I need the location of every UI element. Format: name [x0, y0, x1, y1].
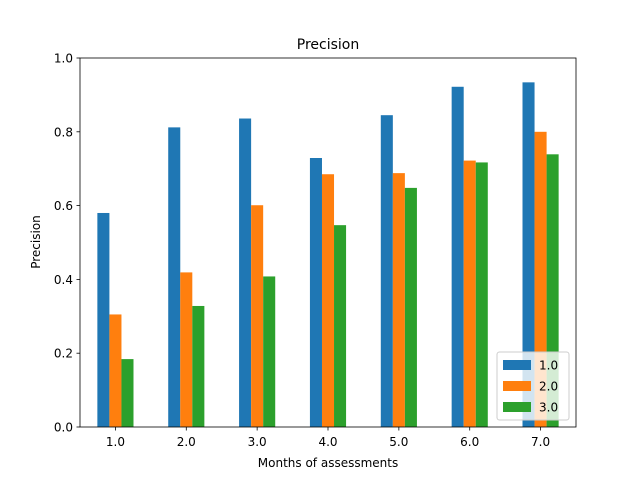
legend-swatch	[503, 381, 531, 391]
bar	[263, 276, 276, 427]
y-tick-label: 0.8	[54, 125, 73, 139]
bar	[392, 173, 405, 427]
bar	[334, 225, 347, 427]
bar	[321, 174, 335, 427]
bar	[180, 272, 193, 427]
bar	[451, 86, 464, 427]
legend: 1.0 2.0 3.0	[496, 351, 570, 421]
x-tick-label: 6.0	[460, 435, 479, 449]
bar	[192, 305, 205, 427]
bar	[168, 127, 181, 428]
y-axis-label: Precision	[29, 215, 43, 269]
y-tick-label: 0.6	[54, 199, 73, 213]
bar	[121, 359, 134, 427]
legend-label: 1.0	[539, 359, 558, 373]
y-tick-label: 0.0	[54, 421, 73, 435]
x-tick-label: 2.0	[177, 435, 196, 449]
x-tick-label: 7.0	[531, 435, 550, 449]
legend-swatch	[503, 402, 531, 412]
y-tick-label: 1.0	[54, 52, 73, 66]
bar	[380, 115, 393, 427]
x-tick-label: 4.0	[318, 435, 337, 449]
bar	[251, 205, 264, 427]
bar	[97, 212, 110, 427]
y-tick-label: 0.2	[54, 347, 73, 361]
bar	[463, 160, 476, 427]
chart-title: Precision	[297, 37, 359, 53]
bar	[522, 82, 535, 427]
bar	[239, 118, 252, 428]
bar	[109, 314, 122, 427]
y-tick-label: 0.4	[54, 273, 73, 287]
bar	[309, 158, 322, 427]
x-tick-label: 1.0	[106, 435, 125, 449]
x-axis-label: Months of assessments	[258, 456, 398, 470]
bar	[475, 162, 488, 427]
bar	[404, 187, 417, 427]
x-tick-label: 5.0	[389, 435, 408, 449]
legend-swatch	[503, 360, 531, 370]
x-tick-label: 3.0	[248, 435, 267, 449]
y-axis-ticks: 0.0 0.2 0.4 0.6 0.8 1.0	[54, 52, 80, 435]
x-axis-ticks: 1.0 2.0 3.0 4.0 5.0 6.0 7.0	[106, 427, 550, 449]
legend-label: 3.0	[539, 401, 558, 415]
legend-label: 2.0	[539, 380, 558, 394]
